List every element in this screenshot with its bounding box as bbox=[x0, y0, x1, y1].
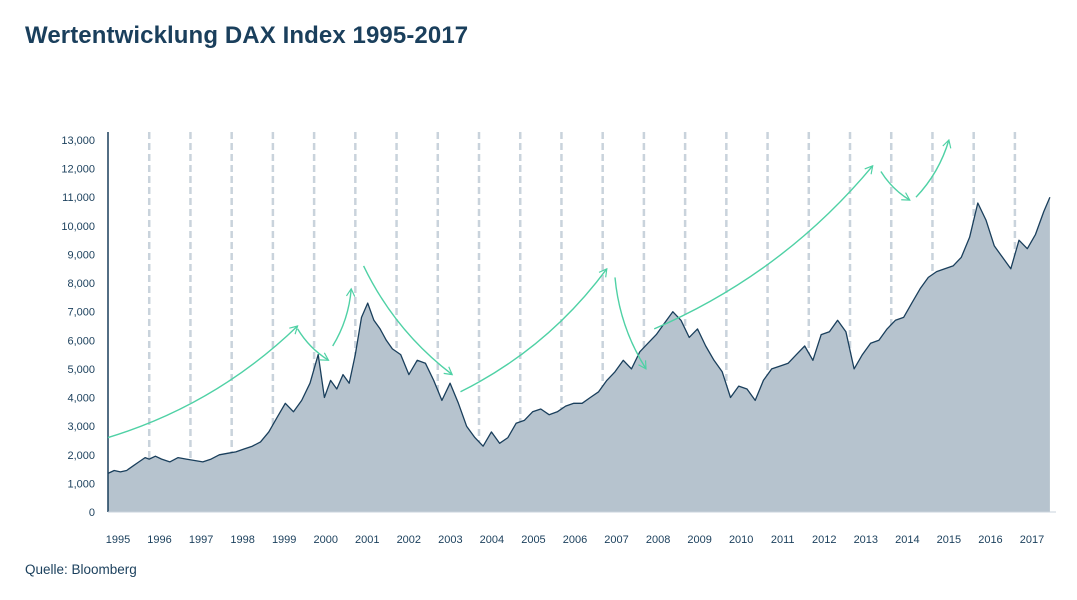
x-tick-label: 1997 bbox=[189, 534, 213, 546]
trend-arrow-1 bbox=[107, 325, 299, 439]
x-tick-label: 2002 bbox=[397, 534, 421, 546]
y-tick-label: 4,000 bbox=[67, 393, 95, 405]
trend-arrow-9 bbox=[915, 138, 952, 198]
x-tick-label: 2010 bbox=[729, 534, 753, 546]
x-tick-label: 2007 bbox=[604, 534, 628, 546]
x-tick-label: 2014 bbox=[895, 534, 919, 546]
trend-arrows bbox=[107, 138, 952, 439]
y-tick-label: 6,000 bbox=[67, 335, 95, 347]
x-tick-label: 2005 bbox=[521, 534, 545, 546]
x-tick-label: 2008 bbox=[646, 534, 670, 546]
x-tick-label: 2003 bbox=[438, 534, 462, 546]
trend-arrow-4 bbox=[362, 265, 454, 376]
y-tick-label: 8,000 bbox=[67, 278, 95, 290]
y-tick-label: 5,000 bbox=[67, 364, 95, 376]
chart-title: Wertentwicklung DAX Index 1995-2017 bbox=[25, 22, 469, 49]
x-tick-labels: 1995 1996 1997 1998 1999 2000 2001 2002 2003 2004… bbox=[106, 534, 1044, 546]
x-tick-label: 1996 bbox=[147, 534, 171, 546]
trend-arrow-5 bbox=[460, 267, 608, 393]
y-tick-label: 10,000 bbox=[61, 221, 95, 233]
area-series bbox=[107, 196, 1051, 512]
x-tick-label: 2013 bbox=[854, 534, 878, 546]
x-tick-label: 2009 bbox=[687, 534, 711, 546]
x-tick-label: 1998 bbox=[230, 534, 254, 546]
x-tick-label: 2004 bbox=[480, 534, 504, 546]
x-tick-label: 2011 bbox=[771, 534, 795, 546]
y-tick-label: 7,000 bbox=[67, 307, 95, 319]
x-tick-label: 2015 bbox=[937, 534, 961, 546]
y-tick-label: 12,000 bbox=[61, 164, 95, 176]
x-tick-label: 1999 bbox=[272, 534, 296, 546]
y-tick-label: 1,000 bbox=[67, 478, 95, 490]
trend-arrow-2 bbox=[297, 328, 330, 361]
x-tick-label: 2012 bbox=[812, 534, 836, 546]
trend-arrow-8 bbox=[880, 171, 911, 201]
x-tick-label: 2001 bbox=[355, 534, 379, 546]
x-tick-label: 2000 bbox=[313, 534, 337, 546]
y-tick-label: 0 bbox=[89, 507, 95, 519]
y-tick-label: 11,000 bbox=[62, 192, 95, 204]
axes bbox=[107, 132, 1056, 513]
x-tick-label: 2006 bbox=[563, 534, 587, 546]
source-note: Quelle: Bloomberg bbox=[25, 562, 137, 577]
x-tick-label: 2016 bbox=[978, 534, 1002, 546]
x-tick-label: 1995 bbox=[106, 534, 130, 546]
trend-arrow-7 bbox=[653, 164, 874, 330]
x-tick-label: 2017 bbox=[1020, 534, 1044, 546]
y-tick-label: 9,000 bbox=[67, 249, 95, 261]
area-fill bbox=[108, 197, 1050, 512]
y-tick-label: 3,000 bbox=[67, 421, 95, 433]
trend-arrow-3 bbox=[332, 287, 356, 347]
y-tick-label: 2,000 bbox=[67, 450, 95, 462]
y-tick-label: 13,000 bbox=[61, 135, 95, 147]
trend-arrow-6 bbox=[614, 277, 647, 370]
index-line bbox=[107, 196, 1051, 474]
y-tick-labels: 0 1,000 2,000 3,000 4,000 5,000 6,000 7,000 8,00… bbox=[61, 135, 95, 519]
